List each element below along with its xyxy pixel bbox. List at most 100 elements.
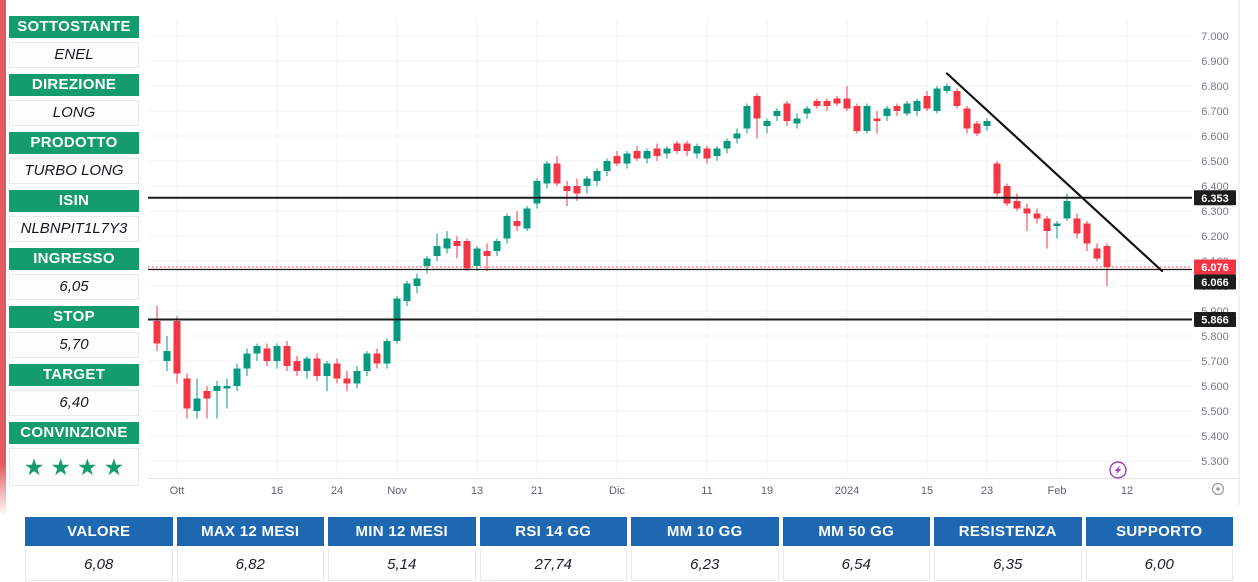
stats-header: MM 50 GG xyxy=(782,517,930,546)
stats-table: VALORE MAX 12 MESI MIN 12 MESI RSI 14 GG MM … xyxy=(25,517,1233,581)
candle xyxy=(913,98,921,116)
candle xyxy=(923,91,931,111)
sidebar-header-target: TARGET xyxy=(9,364,139,386)
candle xyxy=(313,353,321,381)
candle xyxy=(783,101,791,126)
descending-trendline[interactable] xyxy=(945,72,1164,273)
svg-text:6.900: 6.900 xyxy=(1201,56,1229,68)
sidebar-header-ingresso: INGRESSO xyxy=(9,248,139,270)
svg-text:16: 16 xyxy=(271,485,283,497)
svg-text:6.200: 6.200 xyxy=(1201,231,1229,243)
candle xyxy=(183,373,191,419)
candle xyxy=(623,151,631,169)
candle xyxy=(253,343,261,361)
candle xyxy=(993,161,1001,196)
candle xyxy=(943,83,951,94)
candle xyxy=(493,238,501,256)
candle xyxy=(273,343,281,369)
sidebar-value-isin: NLBNPIT1L7Y3 xyxy=(9,216,139,242)
candle xyxy=(323,361,331,391)
svg-text:7.000: 7.000 xyxy=(1201,31,1229,43)
sidebar-header-direzione: DIREZIONE xyxy=(9,74,139,96)
svg-text:6.700: 6.700 xyxy=(1201,106,1229,118)
price-badge: 6.076 xyxy=(1194,259,1236,275)
candle xyxy=(343,371,351,391)
candle xyxy=(463,238,471,271)
stats-value: 6,54 xyxy=(782,549,930,581)
candle xyxy=(853,103,861,134)
candle xyxy=(333,358,341,384)
candle xyxy=(1043,216,1051,249)
sidebar-header-stop: STOP xyxy=(9,306,139,328)
candle xyxy=(773,108,781,121)
candle xyxy=(243,348,251,376)
candle xyxy=(1053,221,1061,239)
candle xyxy=(583,176,591,194)
flash-icon[interactable] xyxy=(1109,461,1127,479)
candle xyxy=(543,161,551,189)
candle xyxy=(203,386,211,419)
svg-text:6.076: 6.076 xyxy=(1201,262,1229,274)
time-axis[interactable]: Ott 16 24 Nov 13 21 Dic 11 19 2024 15 23 Feb 12 xyxy=(170,485,1133,497)
candle xyxy=(873,111,881,134)
svg-text:19: 19 xyxy=(761,485,773,497)
stats-header: MM 10 GG xyxy=(631,517,779,546)
price-chart[interactable]: 7.000 6.900 6.800 6.700 6.600 6.500 6.400 6.300… xyxy=(0,0,1258,512)
candle xyxy=(483,243,491,271)
candle xyxy=(173,316,181,384)
candle xyxy=(163,336,171,371)
candle xyxy=(193,378,201,419)
candle xyxy=(563,181,571,206)
candle xyxy=(883,106,891,121)
svg-text:Ott: Ott xyxy=(170,485,185,497)
candle xyxy=(533,178,541,209)
candle xyxy=(903,101,911,116)
candle xyxy=(1073,213,1081,239)
candle xyxy=(283,341,291,371)
stats-header: MIN 12 MESI xyxy=(328,517,476,546)
candle xyxy=(643,148,651,164)
sidebar-value-stop: 5,70 xyxy=(9,332,139,358)
price-chart-canvas[interactable]: 7.000 6.900 6.800 6.700 6.600 6.500 6.400 6.300… xyxy=(0,0,1258,512)
stats-header: VALORE xyxy=(25,517,173,546)
candle xyxy=(683,141,691,156)
sidebar-header-isin: ISIN xyxy=(9,190,139,212)
candle xyxy=(963,106,971,134)
candle xyxy=(653,143,661,161)
candle xyxy=(223,378,231,409)
sidebar-header-prodotto: PRODOTTO xyxy=(9,132,139,154)
sidebar-value-ingresso: 6,05 xyxy=(9,274,139,300)
candle xyxy=(803,106,811,119)
stats-header: RESISTENZA xyxy=(934,517,1082,546)
svg-text:Nov: Nov xyxy=(387,485,407,497)
stats-value: 5,14 xyxy=(328,549,476,581)
page-left-accent xyxy=(0,0,6,516)
svg-text:21: 21 xyxy=(531,485,543,497)
sidebar-value-direzione: LONG xyxy=(9,100,139,126)
price-badge: 6.066 xyxy=(1194,274,1236,290)
candle xyxy=(443,231,451,254)
candle xyxy=(673,141,681,154)
stats-header: RSI 14 GG xyxy=(479,517,627,546)
candle xyxy=(603,158,611,176)
candle xyxy=(383,338,391,369)
candle xyxy=(1103,243,1111,286)
svg-text:13: 13 xyxy=(471,485,483,497)
svg-text:5.800: 5.800 xyxy=(1201,331,1229,343)
svg-text:5.600: 5.600 xyxy=(1201,381,1229,393)
axis-corner-target-icon[interactable] xyxy=(1211,482,1225,496)
candle xyxy=(813,98,821,109)
price-axis[interactable]: 7.000 6.900 6.800 6.700 6.600 6.500 6.400 6.300… xyxy=(1201,31,1229,468)
candle xyxy=(893,103,901,116)
svg-text:11: 11 xyxy=(701,485,712,497)
candle xyxy=(983,118,991,131)
trade-info-panel: SOTTOSTANTE ENEL DIREZIONE LONG PRODOTTO TURB… xyxy=(9,16,139,486)
candle xyxy=(453,236,461,259)
svg-text:5.300: 5.300 xyxy=(1201,456,1229,468)
candle xyxy=(863,103,871,134)
candle xyxy=(503,213,511,244)
candle xyxy=(953,88,961,109)
stats-value: 6,35 xyxy=(934,549,1082,581)
candle xyxy=(1003,183,1011,206)
candle xyxy=(293,356,301,376)
